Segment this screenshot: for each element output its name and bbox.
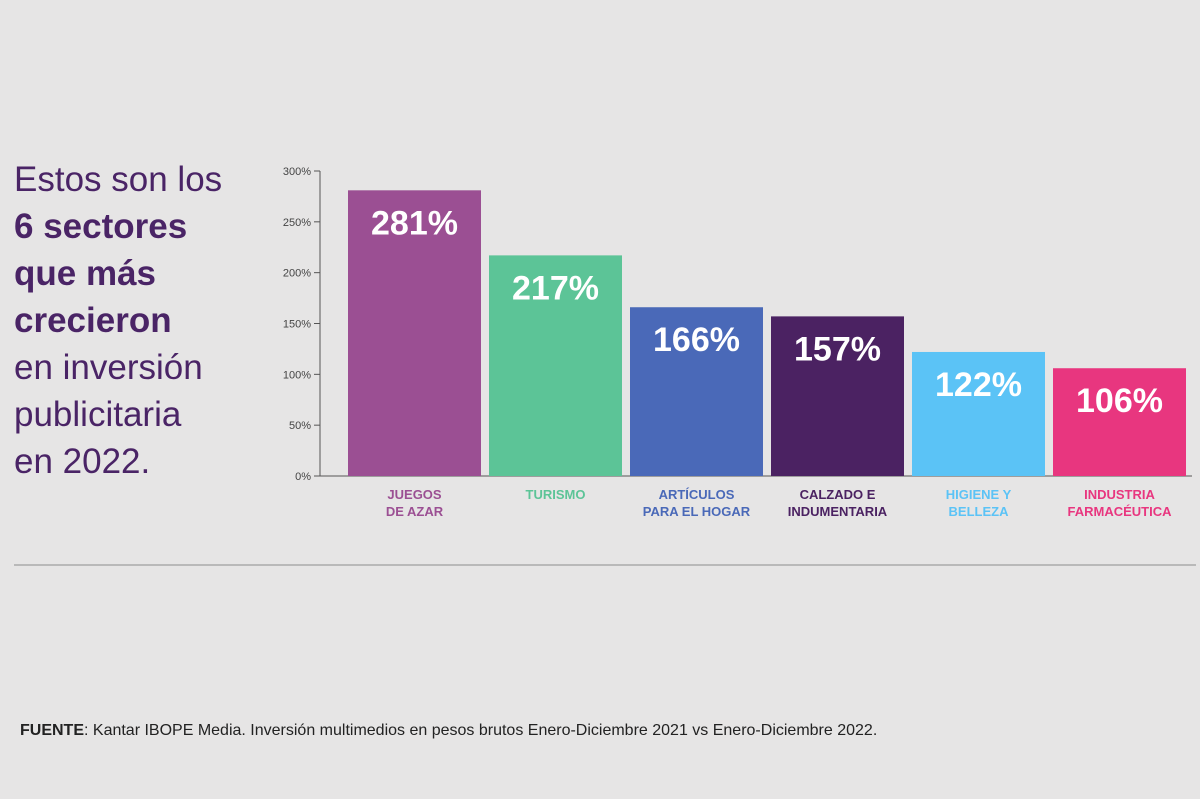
y-tick-label: 200% <box>283 268 311 280</box>
bar-value-label: 166% <box>653 321 740 359</box>
y-tick-label: 50% <box>289 420 311 432</box>
category-label: DE AZAR <box>386 504 444 519</box>
bar <box>771 316 904 476</box>
y-tick-label: 150% <box>283 319 311 331</box>
category-label: ARTÍCULOS <box>659 487 735 502</box>
headline-line-4: crecieron <box>14 301 172 340</box>
headline: Estos son los 6 sectores que más crecier… <box>14 156 264 485</box>
bar-chart: 0% 50% 100% 150% 200% 250% 300% 281% JUEGOS DE AZ… <box>283 166 1192 519</box>
headline-line-6: publicitaria <box>14 395 182 434</box>
category-label: PARA EL HOGAR <box>643 504 751 519</box>
headline-line-2: 6 sectores <box>14 207 188 246</box>
y-tick-label: 100% <box>283 369 311 381</box>
source-note: FUENTE: Kantar IBOPE Media. Inversión mu… <box>20 722 877 740</box>
category-label: INDUSTRIA <box>1084 487 1155 502</box>
category-label: BELLEZA <box>949 504 1010 519</box>
bar-value-label: 157% <box>794 330 881 368</box>
category-label: JUEGOS <box>387 487 442 502</box>
category-label: INDUMENTARIA <box>788 504 888 519</box>
headline-line-3: que más <box>14 254 156 293</box>
bar <box>630 307 763 476</box>
bar <box>348 190 481 477</box>
bar-value-label: 217% <box>512 269 599 307</box>
category-label: CALZADO E <box>800 487 876 502</box>
headline-line-1: Estos son los <box>14 160 223 199</box>
bar <box>489 255 622 476</box>
headline-line-7: en 2022. <box>14 442 151 481</box>
y-tick-label: 0% <box>295 471 311 483</box>
y-tick-label: 250% <box>283 217 311 229</box>
source-text: : Kantar IBOPE Media. Inversión multimed… <box>84 722 878 739</box>
bar <box>1053 368 1186 476</box>
bar-value-label: 122% <box>935 366 1022 404</box>
category-label: HIGIENE Y <box>946 487 1012 502</box>
y-tick-label: 300% <box>283 166 311 178</box>
bar-value-label: 106% <box>1076 382 1163 420</box>
headline-line-5: en inversión <box>14 348 203 387</box>
category-label: FARMACÉUTICA <box>1068 504 1173 519</box>
bar-value-label: 281% <box>371 204 458 242</box>
bar <box>912 351 1045 476</box>
source-label: FUENTE <box>20 722 84 739</box>
category-label: TURISMO <box>526 487 586 502</box>
divider <box>14 564 1196 566</box>
